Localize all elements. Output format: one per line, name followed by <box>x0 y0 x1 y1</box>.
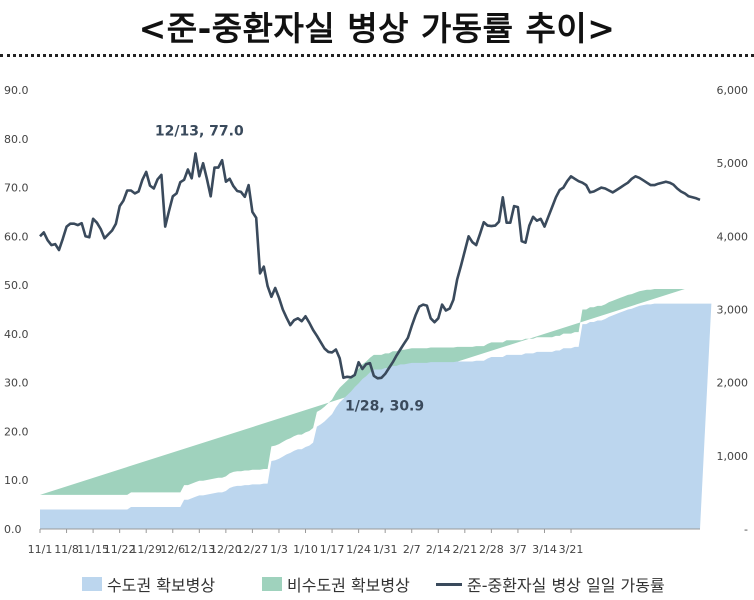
x-tick-label: 3/14 <box>532 543 557 556</box>
left-tick-label: 80.0 <box>4 133 29 146</box>
right-tick-label: 5,000 <box>717 157 749 170</box>
area-capital <box>40 303 712 529</box>
x-tick-label: 2/14 <box>426 543 451 556</box>
x-tick-label: 11/29 <box>130 543 162 556</box>
legend-capital: 수도권 확보병상 <box>82 574 216 595</box>
right-tick-label: 4,000 <box>717 230 749 243</box>
x-tick-label: 3/21 <box>559 543 584 556</box>
legend-label-capital: 수도권 확보병상 <box>107 576 216 595</box>
x-tick-label: 1/31 <box>373 543 398 556</box>
right-tick-label: 3,000 <box>717 304 749 317</box>
x-tick-label: 12/20 <box>210 543 242 556</box>
right-tick-label: 6,000 <box>717 84 749 97</box>
right-tick-label: - <box>744 523 748 536</box>
x-tick-label: 1/17 <box>320 543 345 556</box>
left-tick-label: 10.0 <box>4 474 29 487</box>
x-tick-label: 11/22 <box>104 543 136 556</box>
x-tick-label: 2/21 <box>452 543 477 556</box>
left-tick-label: 90.0 <box>4 84 29 97</box>
left-tick-label: 20.0 <box>4 425 29 438</box>
left-tick-label: 0.0 <box>4 523 22 536</box>
x-tick-label: 12/13 <box>183 543 215 556</box>
legend-swatch-noncapital <box>262 577 282 591</box>
annotation-peak: 12/13, 77.0 <box>155 123 244 139</box>
legend-label-rate: 준-중환자실 병상 일일 가동률 <box>467 576 665 595</box>
x-tick-label: 1/3 <box>270 543 288 556</box>
legend-swatch-rate <box>436 582 462 586</box>
right-tick-label: 1,000 <box>717 450 749 463</box>
title-divider <box>0 54 754 57</box>
chart-title: <준-중환자실 병상 가동률 추이> <box>138 9 616 48</box>
left-tick-label: 40.0 <box>4 328 29 341</box>
legend-rate: 준-중환자실 병상 일일 가동률 <box>436 574 665 595</box>
x-tick-label: 11/1 <box>28 543 53 556</box>
x-tick-label: 1/10 <box>293 543 318 556</box>
x-tick-label: 11/8 <box>54 543 79 556</box>
left-tick-label: 60.0 <box>4 230 29 243</box>
x-tick-label: 3/7 <box>509 543 527 556</box>
legend-noncapital: 비수도권 확보병상 <box>262 574 410 595</box>
line-rate <box>39 152 701 380</box>
legend-label-noncapital: 비수도권 확보병상 <box>287 576 410 595</box>
left-tick-label: 50.0 <box>4 279 29 292</box>
x-tick-label: 2/7 <box>403 543 421 556</box>
left-tick-label: 30.0 <box>4 377 29 390</box>
x-tick-label: 11/15 <box>77 543 109 556</box>
x-tick-label: 12/27 <box>237 543 269 556</box>
right-tick-label: 2,000 <box>717 377 749 390</box>
x-tick-label: 2/28 <box>479 543 504 556</box>
x-tick-label: 1/24 <box>346 543 371 556</box>
x-tick-label: 12/6 <box>160 543 185 556</box>
legend-swatch-capital <box>82 577 102 591</box>
annotation-low: 1/28, 30.9 <box>345 398 424 414</box>
left-tick-label: 70.0 <box>4 182 29 195</box>
